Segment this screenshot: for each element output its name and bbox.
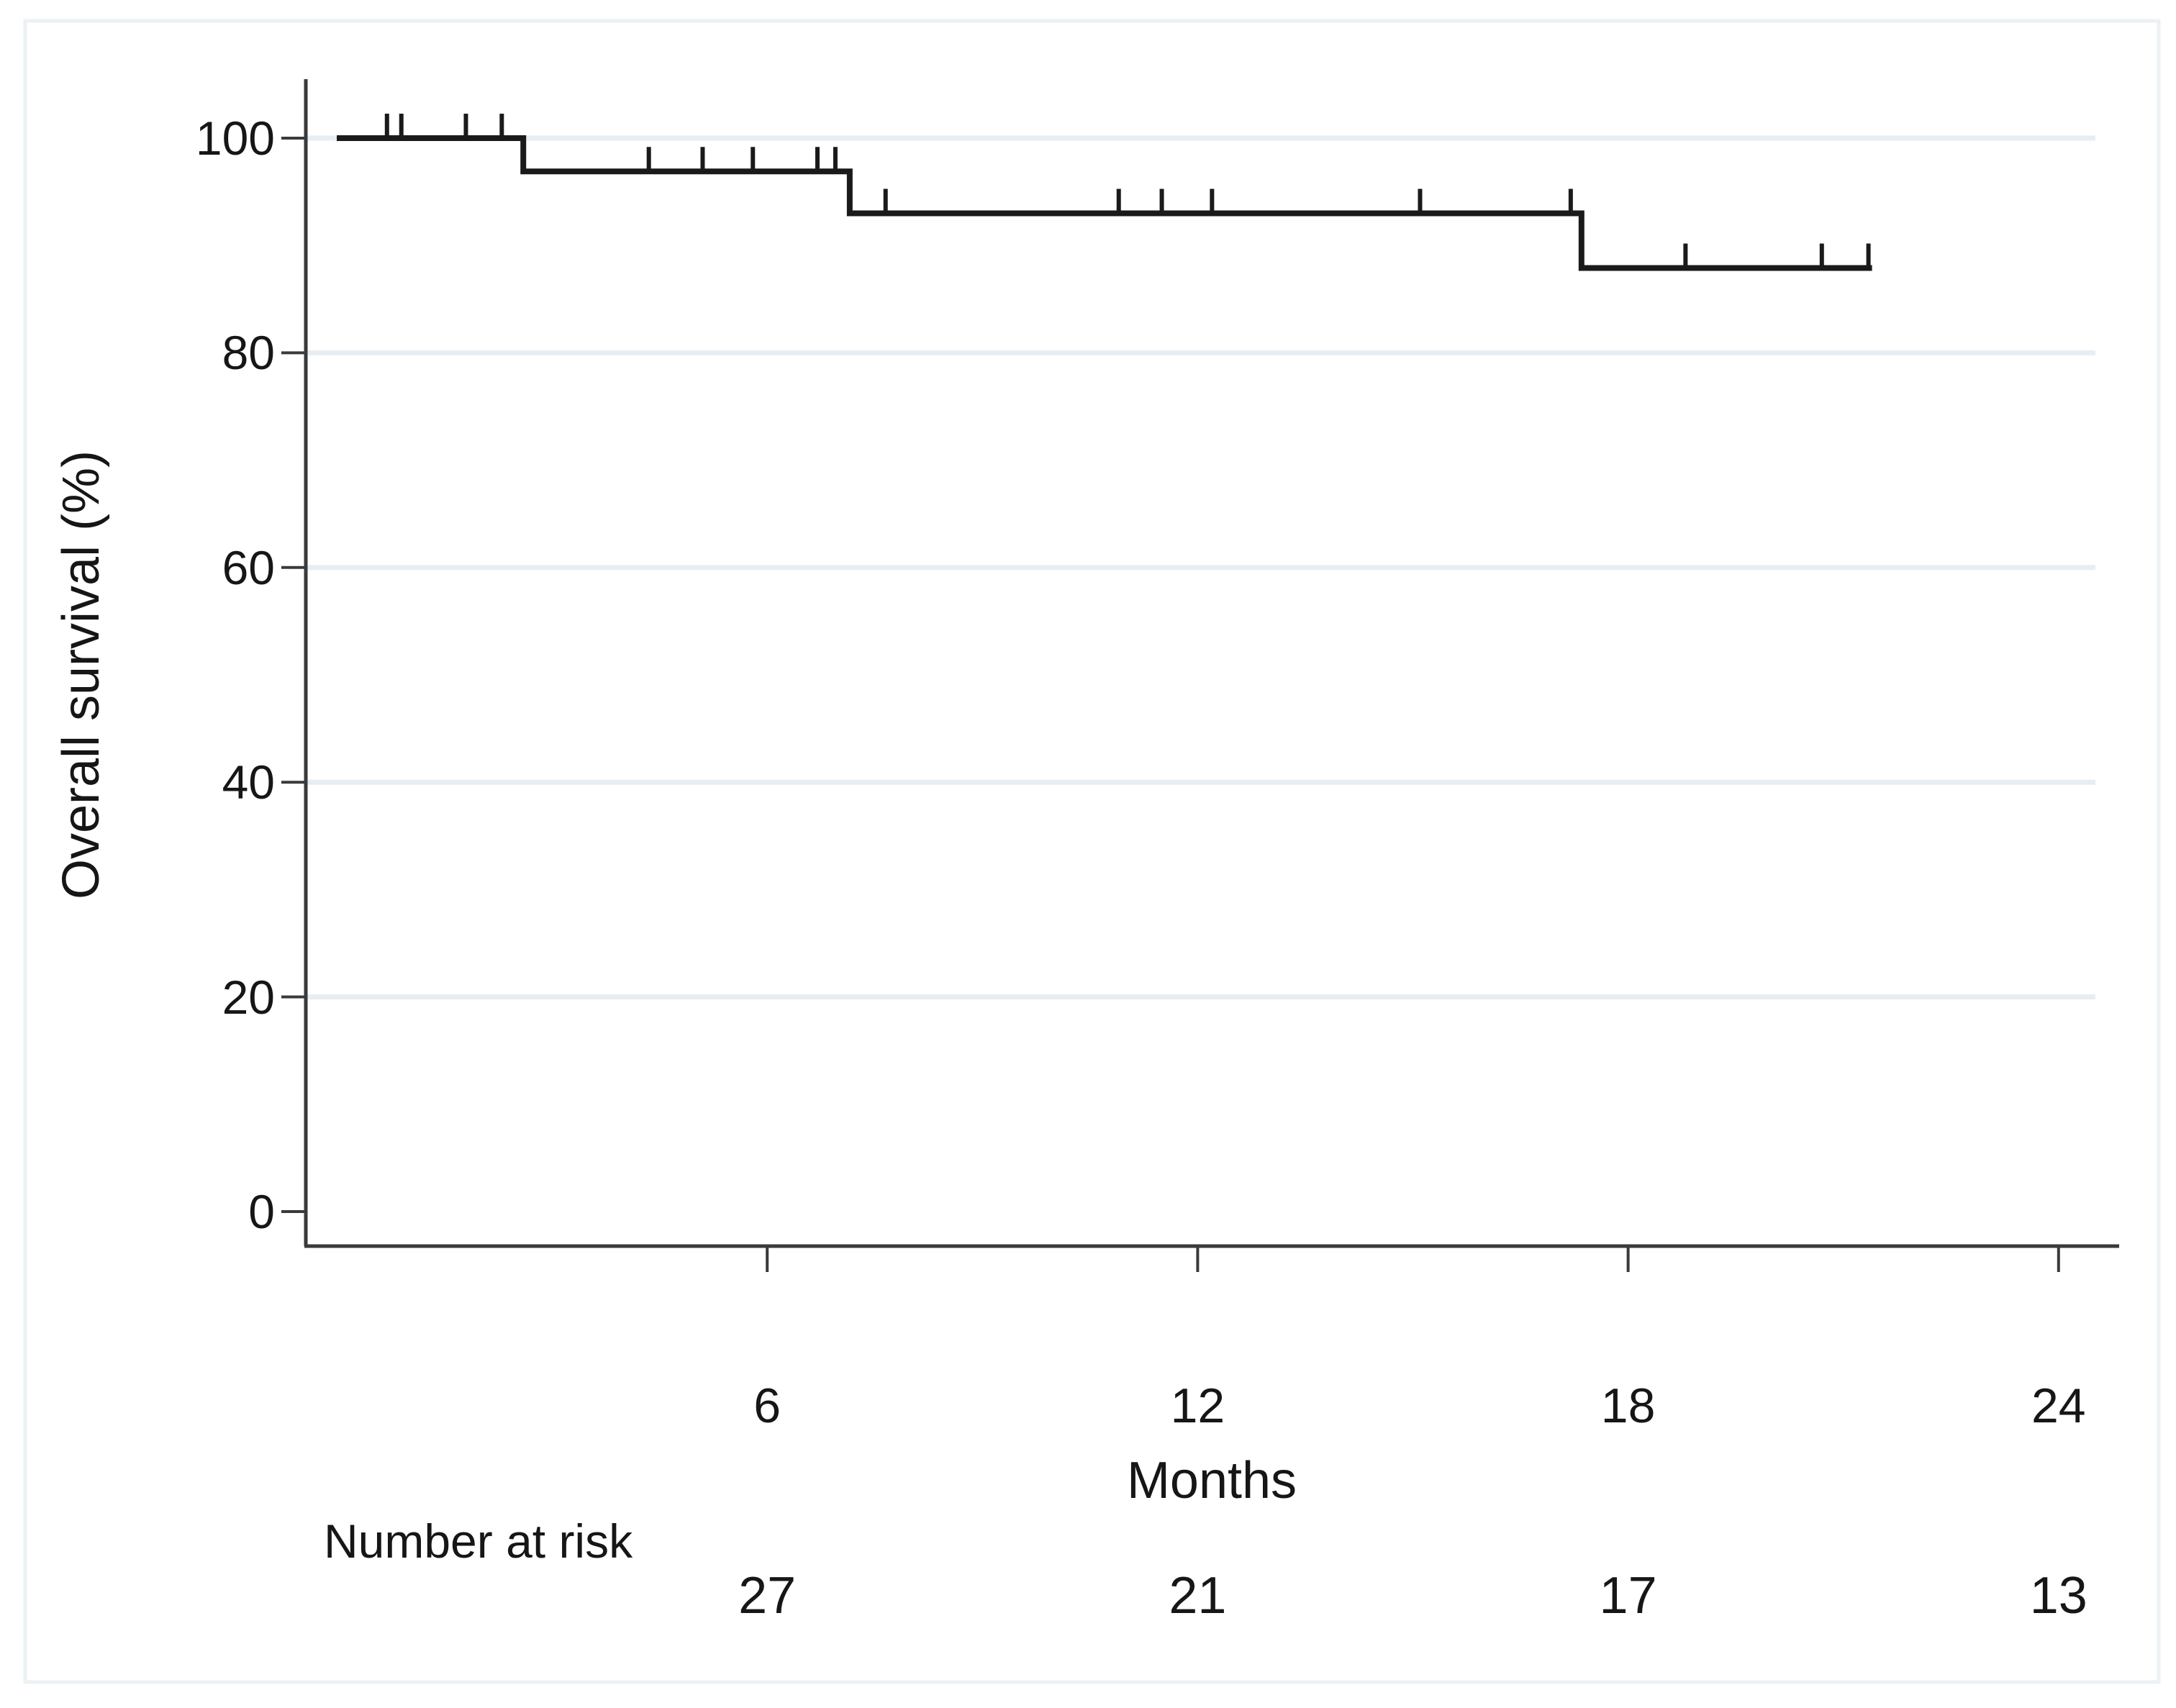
x-axis-title: Months	[1126, 1452, 1297, 1509]
number-at-risk-value: 17	[1599, 1567, 1657, 1625]
number-at-risk-value: 13	[2029, 1567, 2087, 1625]
number-at-risk-value: 21	[1169, 1567, 1227, 1625]
survival-curve	[337, 135, 1872, 271]
y-tick-label: 60	[222, 540, 275, 594]
figure-frame	[23, 19, 2161, 1684]
x-tick-label: 6	[753, 1378, 781, 1433]
x-tick-label: 12	[1170, 1378, 1225, 1433]
y-tick-label: 20	[222, 970, 275, 1024]
x-tick-label: 18	[1600, 1378, 1656, 1433]
number-at-risk-label: Number at risk	[324, 1514, 633, 1568]
y-tick-label: 80	[222, 326, 275, 380]
y-tick-label: 40	[222, 755, 275, 809]
x-tick-label: 24	[2031, 1378, 2086, 1433]
y-axis-title: Overall survival (%)	[53, 450, 110, 900]
y-tick-label: 0	[248, 1185, 275, 1238]
number-at-risk-value: 27	[738, 1567, 797, 1625]
y-tick-label: 100	[195, 112, 275, 165]
